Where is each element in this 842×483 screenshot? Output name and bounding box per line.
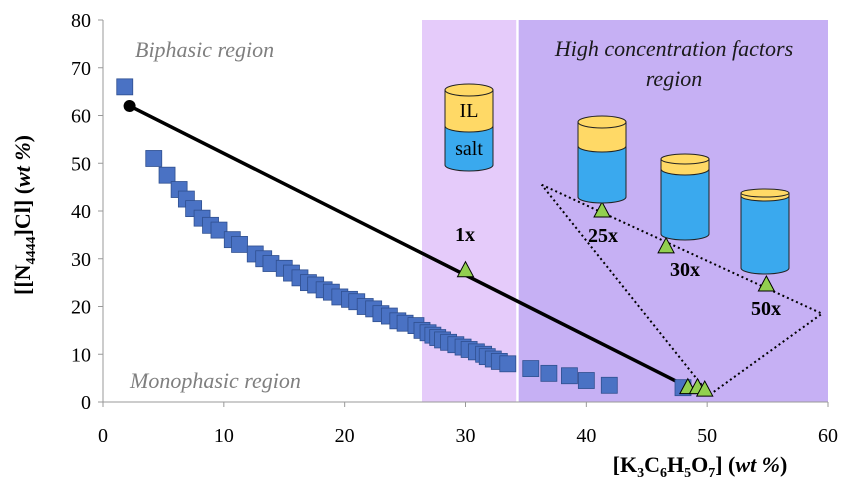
chart: 0 10 20 30 40 50 60 0 10 20 30 40 50 60 70 80 Biphasic …: [0, 0, 842, 483]
square-point: [232, 236, 248, 252]
region-label: Biphasic region: [135, 37, 274, 62]
icon-label: salt: [455, 138, 483, 160]
annotation: 50x: [751, 298, 781, 320]
region-label: High concentration factors: [554, 36, 793, 61]
region-label: Monophasic region: [129, 368, 301, 393]
y-tick-label: 80: [71, 10, 91, 32]
y-tick-label: 20: [71, 297, 91, 319]
square-point: [601, 377, 617, 393]
icon-label: IL: [460, 100, 479, 122]
x-tick-label: 60: [818, 425, 838, 447]
square-point: [561, 368, 577, 384]
y-tick-label: 0: [81, 392, 91, 414]
y-tick-label: 70: [71, 58, 91, 80]
y-tick-label: 30: [71, 249, 91, 271]
square-point: [146, 150, 162, 166]
square-point: [541, 365, 557, 381]
x-tick-label: 20: [335, 425, 355, 447]
annotation: 25x: [588, 225, 618, 247]
square-point: [523, 361, 539, 377]
square-point: [578, 373, 594, 389]
region-label: region: [646, 66, 703, 91]
y-tick-label: 50: [71, 153, 91, 175]
square-point: [500, 356, 516, 372]
annotation: 1x: [455, 224, 475, 246]
y-tick-label: 10: [71, 344, 91, 366]
x-tick-label: 30: [456, 425, 476, 447]
x-tick-label: 50: [697, 425, 717, 447]
x-tick-label: 10: [214, 425, 234, 447]
x-axis-label: [K3C6H5O7] (wt %): [613, 452, 788, 481]
annotation: 30x: [670, 259, 700, 281]
y-tick-label: 40: [71, 201, 91, 223]
circle-point: [124, 100, 136, 112]
y-tick-label: 60: [71, 106, 91, 128]
x-tick-label: 0: [98, 425, 108, 447]
square-point: [117, 79, 133, 95]
square-point: [159, 167, 175, 183]
x-tick-label: 40: [576, 425, 596, 447]
y-axis-label: [[N4444]Cl] (wt %): [10, 135, 39, 295]
